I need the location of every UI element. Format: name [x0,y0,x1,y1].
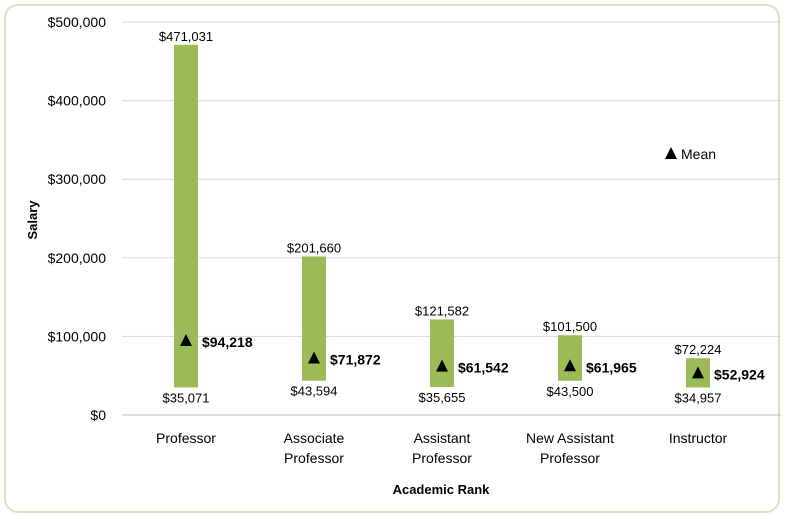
min-value-label: $43,500 [547,384,594,399]
legend: Mean [665,146,716,162]
y-axis-ticks: $0 $100,000 $200,000 $300,000 $400,000 $500,0… [48,14,107,423]
max-value-label: $72,224 [675,342,722,357]
min-value-label: $34,957 [675,391,722,406]
mean-marker [692,366,704,379]
x-tick-label: Assistant [414,430,471,446]
x-axis-title: Academic Rank [393,482,491,497]
max-value-label: $201,660 [287,240,341,255]
chart-frame [4,4,780,513]
x-tick-label: Associate [284,430,345,446]
mean-marker [436,359,448,372]
y-tick-label: $200,000 [48,250,107,266]
grid-lines [122,21,781,337]
x-tick-label: Professor [284,450,344,466]
mean-value-label: $94,218 [202,334,253,350]
y-tick-label: $0 [90,407,106,423]
max-value-label: $121,582 [415,303,469,318]
mean-value-label: $71,872 [330,352,381,368]
y-tick-label: $500,000 [48,14,107,30]
x-axis-categories: Professor Associate Professor Assistant Prof… [156,430,727,466]
x-tick-label: Professor [156,430,216,446]
x-tick-label: Instructor [669,430,728,446]
mean-value-label: $52,924 [714,366,765,382]
range-bar [558,335,582,381]
x-tick-label: Professor [412,450,472,466]
mean-marker [564,359,576,372]
range-bar [174,44,198,388]
y-tick-label: $100,000 [48,328,107,344]
range-labels: $471,031 $35,071 $201,660 $43,594 $121,582 $3… [159,29,722,406]
min-value-label: $43,594 [291,384,338,399]
legend-mean-label: Mean [681,146,716,162]
max-value-label: $471,031 [159,29,213,44]
y-tick-label: $300,000 [48,171,107,187]
min-value-label: $35,655 [419,390,466,405]
mean-value-label: $61,965 [586,359,637,375]
legend-mean-marker [665,147,677,159]
max-value-label: $101,500 [543,319,597,334]
range-bar [430,319,454,387]
y-axis-title: Salary [25,200,40,240]
mean-marker [308,351,320,364]
x-tick-label: New Assistant [526,430,614,446]
mean-marker [180,333,192,346]
mean-markers: $94,218 $71,872 $61,542 $61,965 $52,924 [180,333,765,382]
mean-value-label: $61,542 [458,360,509,376]
min-value-label: $35,071 [163,390,210,405]
x-tick-label: Professor [540,450,600,466]
y-tick-label: $400,000 [48,93,107,109]
